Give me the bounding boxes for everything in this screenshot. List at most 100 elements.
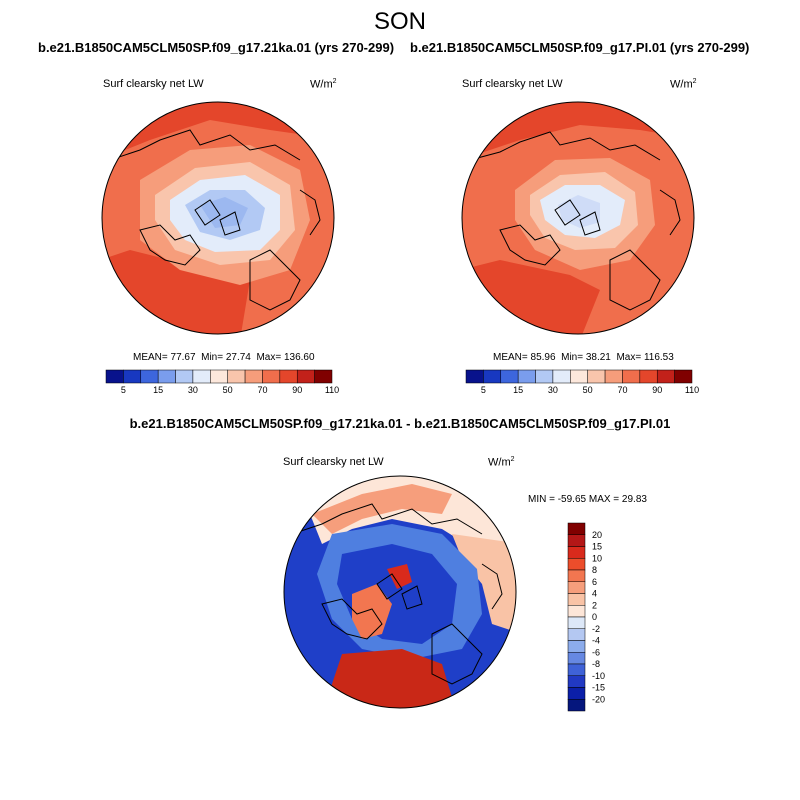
panel2-coastline-greenland xyxy=(499,224,561,266)
panel2-colorbar-swatch xyxy=(535,369,554,384)
difference-variable-label: Surf clearsky net LW xyxy=(283,456,384,468)
panel2-colorbar-swatch xyxy=(604,369,623,384)
panel2-coastline-east xyxy=(659,189,681,236)
difference-colorbar-label: 6 xyxy=(592,577,597,587)
panel1-min-value: 27.74 xyxy=(225,352,251,363)
panel2-colorbar-swatch xyxy=(570,369,588,384)
panel2-mean-value: 85.96 xyxy=(530,352,556,363)
panel1-variable-label: Surf clearsky net LW xyxy=(103,78,204,90)
panel2-colorbar-swatch xyxy=(517,369,536,384)
panel1-colorbar-label: 110 xyxy=(325,385,339,395)
panel2-units: W/m2 xyxy=(670,78,697,91)
panel1-colorbar-label: 30 xyxy=(188,385,198,395)
difference-colorbar-swatch xyxy=(567,546,586,559)
panel2-colorbar-swatch xyxy=(639,369,658,384)
difference-polar-map xyxy=(283,475,517,709)
panel1-colorbar-swatch xyxy=(140,369,159,384)
panel1-map-border xyxy=(101,101,335,335)
difference-units: W/m2 xyxy=(488,456,515,469)
difference-colorbar-swatch xyxy=(567,675,586,688)
difference-colorbar-swatch xyxy=(567,616,586,629)
panel1-colorbar-label: 15 xyxy=(153,385,163,395)
difference-colorbar-label: 8 xyxy=(592,565,597,575)
difference-coastline-greenland xyxy=(321,598,383,640)
difference-colorbar-label: -2 xyxy=(592,624,600,634)
panel1-colorbar-label: 5 xyxy=(121,385,126,395)
panel1-colorbar-swatch xyxy=(314,369,333,384)
panel2-colorbar-swatch xyxy=(656,369,675,384)
difference-colorbar-swatch xyxy=(567,558,586,571)
difference-colorbar-swatch xyxy=(567,663,586,676)
difference-coastline-archipelago xyxy=(376,573,423,610)
panel2-coastline-north xyxy=(469,131,661,161)
panel2-stats: MEAN= 85.96 Min= 38.21 Max= 116.53 xyxy=(493,352,674,363)
panel2-max-value: 116.53 xyxy=(643,352,674,363)
difference-colorbar-swatch xyxy=(567,687,586,700)
difference-colorbar-swatch xyxy=(567,522,586,535)
panel2-colorbar: 51530507090110130 xyxy=(465,369,699,395)
panel1-coastline-greenland xyxy=(139,224,201,266)
difference-red-south-region xyxy=(322,649,457,708)
panel1-colorbar-swatch xyxy=(227,369,246,384)
difference-colorbar-label: 2 xyxy=(592,600,597,610)
panel2-colorbar-swatch xyxy=(500,369,519,384)
panel1-colorbar-label: 70 xyxy=(257,385,267,395)
difference-colorbar-label: 20 xyxy=(592,530,602,540)
panel2-colorbar-swatch xyxy=(552,369,571,384)
panel1-colorbar-label: 50 xyxy=(223,385,233,395)
difference-colorbar-swatch xyxy=(567,640,586,653)
panel1-coastline-east xyxy=(299,189,321,236)
difference-colorbar-label: -4 xyxy=(592,636,600,646)
panel1-mean-value: 77.67 xyxy=(170,352,196,363)
panel2-colorbar-label: 70 xyxy=(617,385,627,395)
panel2-colorbar-swatch xyxy=(674,369,693,384)
panel2-colorbar-label: 110 xyxy=(685,385,699,395)
difference-colorbar-label: 4 xyxy=(592,589,597,599)
panel2-cool-light-region xyxy=(558,195,600,228)
panel2-colorbar-swatch xyxy=(483,369,502,384)
panel1-colorbar-swatch xyxy=(279,369,298,384)
panel1-colorbar-swatch xyxy=(105,369,124,384)
panel1-coastline-archipelago xyxy=(194,199,241,236)
panel1-colorbar-swatch xyxy=(262,369,281,384)
panel2-colorbar-label: 90 xyxy=(652,385,662,395)
difference-warm-north-band xyxy=(312,484,452,534)
difference-colorbar-label: 10 xyxy=(592,553,602,563)
panel1-polar-map xyxy=(101,101,335,335)
panel2-colorbar-label: 50 xyxy=(583,385,593,395)
difference-colorbar-swatch xyxy=(567,628,586,641)
difference-colorbar-swatch xyxy=(567,605,586,618)
difference-colorbar-label: -8 xyxy=(592,659,600,669)
panel1-colorbar-swatch xyxy=(244,369,263,384)
difference-colorbar-label: 15 xyxy=(592,542,602,552)
panel2-colorbar-label: 15 xyxy=(513,385,523,395)
difference-colorbar-swatch xyxy=(567,534,586,547)
panel1-colorbar-swatch xyxy=(210,369,228,384)
panel2-coastline-archipelago xyxy=(554,199,601,236)
panel2-colorbar-swatch xyxy=(622,369,641,384)
difference-minmax: MIN = -59.65 MAX = 29.83 xyxy=(528,494,647,505)
difference-colorbar-swatch xyxy=(567,593,586,606)
panel2-polar-map xyxy=(461,101,695,335)
panel1-max-value: 136.60 xyxy=(283,352,315,363)
panel2-colorbar-label: 30 xyxy=(548,385,558,395)
difference-colorbar-swatch xyxy=(567,569,586,582)
panel1-colorbar-swatch xyxy=(192,369,211,384)
panel2-colorbar-swatch xyxy=(587,369,606,384)
panel1-colorbar-swatch xyxy=(157,369,176,384)
panel1-colorbar-swatch xyxy=(123,369,142,384)
difference-red-archipelago-region xyxy=(387,564,412,589)
panel1-coastline-north xyxy=(109,129,301,161)
panel1-case-title: b.e21.B1850CAM5CLM50SP.f09_g17.21ka.01 (… xyxy=(38,40,395,55)
difference-title: b.e21.B1850CAM5CLM50SP.f09_g17.21ka.01 -… xyxy=(129,416,671,431)
difference-coastline-europe xyxy=(431,623,483,685)
panel2-coastline-europe xyxy=(609,249,661,311)
panel1-colorbar-swatch xyxy=(296,369,315,384)
panel2-colorbar-label: 5 xyxy=(481,385,486,395)
difference-colorbar-label: -20 xyxy=(592,694,605,704)
difference-colorbar-swatch xyxy=(567,699,586,712)
difference-map-border xyxy=(283,475,517,709)
panel2-colorbar-swatch xyxy=(465,369,484,384)
panel2-variable-label: Surf clearsky net LW xyxy=(462,78,563,90)
